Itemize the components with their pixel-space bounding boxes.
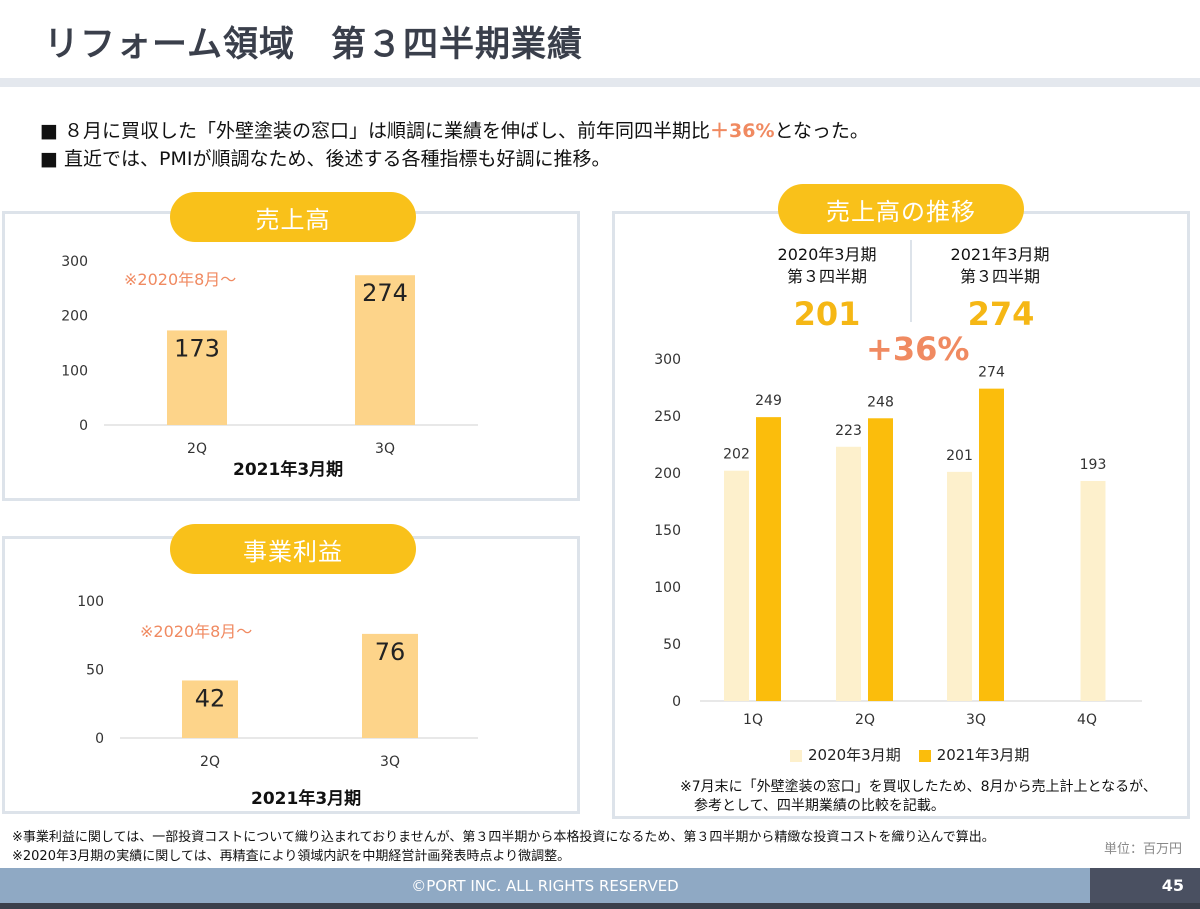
profit-period-label: 2021年3月期 — [251, 789, 362, 809]
sales-x-tick: 2Q — [187, 441, 207, 457]
trend-bar-2020 — [947, 471, 972, 701]
profit-value-label: 42 — [195, 684, 226, 712]
trend-value-label: 193 — [1080, 457, 1107, 473]
compare-divider — [910, 240, 912, 322]
footer-bar: ©PORT INC. ALL RIGHTS RESERVED — [0, 868, 1090, 903]
legend-item-2021: 2021年3月期 — [918, 744, 1030, 765]
growth-rate: +36% — [866, 330, 970, 368]
sales-period-label: 2021年3月期 — [233, 460, 344, 480]
page-number: 45 — [1090, 868, 1200, 903]
profit-pill: 事業利益 — [170, 524, 416, 574]
trend-value-label: 202 — [723, 447, 750, 463]
trend-x-tick: 4Q — [1077, 712, 1097, 728]
trend-y-tick: 250 — [654, 409, 681, 425]
sales-value-label: 173 — [174, 334, 220, 362]
profit-y-tick: 100 — [77, 594, 104, 610]
compare-left-value: 201 — [793, 295, 861, 333]
compare-right-value: 274 — [967, 295, 1035, 333]
trend-note: ※7月末に「外壁塗装の窓口」を買収したため、8月から売上計上となるが、 参考とし… — [680, 778, 1157, 816]
trend-bar-2021 — [756, 417, 781, 701]
trend-legend: 2020年3月期 2021年3月期 — [790, 744, 1029, 765]
trend-x-tick: 1Q — [743, 712, 763, 728]
bottom-rule — [0, 903, 1200, 909]
trend-value-label: 274 — [978, 365, 1005, 381]
legend-label-2021: 2021年3月期 — [936, 746, 1030, 764]
sales-y-tick: 100 — [61, 363, 88, 379]
compare-left-head-2: 第３四半期 — [786, 267, 867, 286]
sales-bar — [355, 275, 415, 425]
trend-bar-2020 — [1080, 480, 1106, 701]
trend-y-tick: 200 — [654, 466, 681, 482]
sales-value-label: 274 — [362, 279, 408, 307]
legend-label-2020: 2020年3月期 — [808, 746, 901, 764]
trend-x-tick: 2Q — [855, 712, 875, 728]
page-title: リフォーム領域 第３四半期業績 — [44, 25, 583, 65]
sales-pill: 売上高 — [170, 192, 416, 242]
sales-panel — [2, 211, 580, 501]
bullet-2: ■ 直近では、PMIが順調なため、後述する各種指標も好調に推移。 — [40, 148, 611, 170]
legend-swatch-2021 — [918, 749, 931, 762]
profit-bar — [362, 633, 418, 738]
profit-x-tick: 2Q — [200, 754, 220, 770]
profit-bar — [182, 680, 238, 738]
trend-x-tick: 3Q — [966, 712, 986, 728]
compare-left-head: 2020年3月期 第３四半期 — [752, 244, 902, 288]
trend-bar-2021 — [979, 388, 1004, 701]
trend-note-line-1: ※7月末に「外壁塗装の窓口」を買収したため、8月から売上計上となるが、 — [680, 779, 1157, 795]
compare-right-head-1: 2021年3月期 — [950, 245, 1050, 264]
trend-value-label: 248 — [867, 394, 894, 410]
trend-bar-2020 — [724, 470, 749, 701]
trend-y-tick: 150 — [654, 523, 681, 539]
profit-y-tick: 50 — [86, 663, 104, 679]
compare-right-head: 2021年3月期 第３四半期 — [925, 244, 1075, 288]
trend-value-label: 249 — [755, 393, 782, 409]
sales-y-tick: 0 — [79, 418, 88, 434]
footnote-2: ※2020年3月期の実績に関しては、再精査により領域内訳を中期経営計画発表時点よ… — [12, 849, 571, 864]
legend-item-2020: 2020年3月期 — [790, 744, 901, 765]
profit-value-label: 76 — [375, 638, 406, 666]
trend-bar-2021 — [868, 418, 893, 701]
profit-y-tick: 0 — [95, 731, 104, 747]
compare-left-head-1: 2020年3月期 — [777, 245, 877, 264]
trend-value-label: 223 — [835, 423, 862, 439]
profit-panel — [2, 536, 580, 814]
trend-y-tick: 0 — [672, 694, 681, 710]
trend-bar-2020 — [836, 446, 861, 701]
bullet-1: ■ ８月に買収した「外壁塗装の窓口」は順調に業績を伸ばし、前年同四半期比＋36%… — [40, 116, 869, 143]
sales-y-tick: 200 — [61, 309, 88, 325]
compare-right-head-2: 第３四半期 — [959, 267, 1040, 286]
trend-y-tick: 100 — [654, 580, 681, 596]
legend-swatch-2020 — [790, 749, 802, 762]
footnote-1: ※事業利益に関しては、一部投資コストについて織り込まれておりませんが、第３四半期… — [12, 830, 995, 845]
copyright: ©PORT INC. ALL RIGHTS RESERVED — [411, 876, 679, 895]
profit-annotation: ※2020年8月～ — [140, 622, 253, 641]
trend-value-label: 201 — [946, 448, 973, 464]
sales-bar — [167, 330, 227, 425]
trend-note-line-2: 参考として、四半期業績の比較を記載。 — [694, 798, 945, 814]
unit-label: 単位：百万円 — [1103, 842, 1182, 857]
bullet-1-text: ■ ８月に買収した「外壁塗装の窓口」は順調に業績を伸ばし、前年同四半期比 — [40, 120, 710, 142]
bullet-1-tail: となった。 — [774, 120, 869, 142]
profit-x-tick: 3Q — [380, 754, 400, 770]
sales-y-tick: 300 — [61, 254, 88, 270]
trend-y-tick: 300 — [654, 352, 681, 368]
trend-pill: 売上高の推移 — [778, 184, 1024, 234]
bullet-1-highlight: ＋36% — [710, 120, 775, 142]
sales-x-tick: 3Q — [375, 441, 395, 457]
trend-y-tick: 50 — [663, 637, 681, 653]
sales-annotation: ※2020年8月～ — [124, 270, 237, 289]
title-divider — [0, 78, 1200, 87]
